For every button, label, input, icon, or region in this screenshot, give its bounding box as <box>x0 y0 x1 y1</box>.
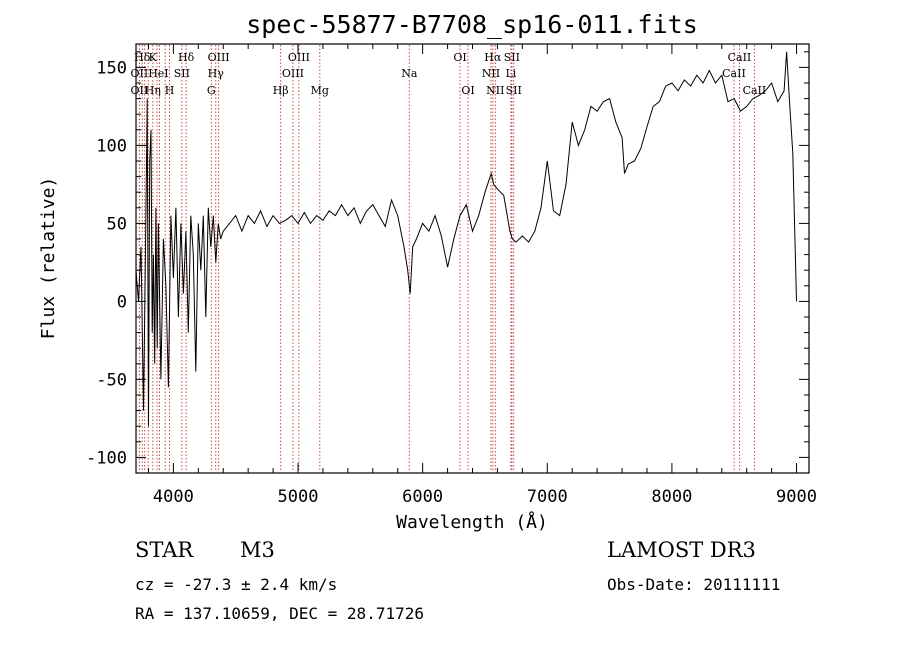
line-label-12: Hγ <box>208 67 225 80</box>
line-label-17: CaII <box>722 67 746 80</box>
line-label-24: OI <box>461 84 474 97</box>
y-axis-label: Flux (relative) <box>38 177 59 340</box>
line-label-19: Hη <box>145 84 161 97</box>
x-tick-label-2: 6000 <box>402 487 443 507</box>
line-label-7: SII <box>504 51 520 64</box>
x-tick-label-3: 7000 <box>527 487 568 507</box>
line-label-4: OIII <box>288 51 310 64</box>
emission-line-markers <box>138 45 755 472</box>
y-tick-label-0: -100 <box>86 448 127 468</box>
x-tick-label-4: 8000 <box>651 487 692 507</box>
line-label-8: CaII <box>728 51 752 64</box>
line-label-5: OI <box>453 51 466 64</box>
object-class: STAR <box>135 538 194 562</box>
line-label-22: Hβ <box>273 84 289 97</box>
line-label-9: OII <box>131 67 149 80</box>
y-tick-label-1: -50 <box>96 370 127 390</box>
y-tick-label-5: 150 <box>96 58 127 78</box>
line-label-16: Li <box>505 67 516 80</box>
line-label-0: Hδ <box>134 51 151 64</box>
x-axis-ticks: 4000 5000 6000 7000 8000 9000 <box>147 44 817 507</box>
y-tick-label-4: 100 <box>96 136 127 156</box>
line-label-27: CaII <box>743 84 767 97</box>
chart-title: spec-55877-B7708_sp16-011.fits <box>246 10 698 39</box>
object-subclass: M3 <box>240 538 275 562</box>
y-axis-ticks: -100 -50 0 50 100 150 <box>86 51 809 474</box>
x-tick-label-1: 5000 <box>278 487 319 507</box>
line-label-18: OII <box>131 84 149 97</box>
line-label-25: NII <box>486 84 504 97</box>
line-label-14: Na <box>401 67 418 80</box>
coordinates-text: RA = 137.10659, DEC = 28.71726 <box>135 604 424 623</box>
line-label-3: OIII <box>208 51 230 64</box>
line-label-11: SII <box>174 67 190 80</box>
line-label-13: OIII <box>282 67 304 80</box>
x-axis-label: Wavelength (Å) <box>396 511 548 533</box>
y-tick-label-3: 50 <box>107 214 127 234</box>
spectrum-chart: spec-55877-B7708_sp16-011.fits HδK Hδ OIII… <box>38 10 817 533</box>
line-label-21: G <box>207 84 216 97</box>
line-label-1: K <box>149 51 158 64</box>
line-label-2: Hδ <box>178 51 195 64</box>
line-label-23: Mg <box>311 84 329 97</box>
line-label-26: SII <box>506 84 522 97</box>
survey-name: LAMOST DR3 <box>607 538 756 562</box>
obs-date-text: Obs-Date: 20111111 <box>607 575 781 594</box>
line-label-6: Hα <box>484 51 502 64</box>
plot-frame <box>135 43 810 474</box>
line-label-10: HeI <box>148 67 168 80</box>
line-label-15: NII <box>482 67 500 80</box>
y-tick-label-2: 0 <box>117 292 127 312</box>
line-label-20: H <box>165 84 175 97</box>
x-tick-label-0: 4000 <box>153 487 194 507</box>
x-tick-label-5: 9000 <box>776 487 817 507</box>
flux-series-line <box>135 51 797 427</box>
redshift-text: cz = -27.3 ± 2.4 km/s <box>135 575 338 594</box>
